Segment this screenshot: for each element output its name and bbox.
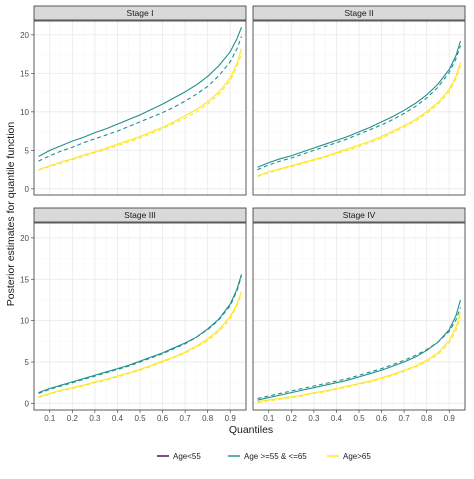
x-tick-label: 0.8 bbox=[202, 414, 214, 423]
y-tick-label: 0 bbox=[25, 185, 30, 194]
x-tick-label: 0.7 bbox=[180, 414, 192, 423]
y-tick-label: 20 bbox=[20, 31, 29, 40]
panel-strip bbox=[252, 5, 466, 21]
series-line-solid-1 bbox=[257, 299, 462, 401]
x-tick-label: 0.1 bbox=[263, 414, 275, 423]
series-line-solid-1 bbox=[38, 274, 243, 394]
panel-2: Stage II bbox=[252, 5, 466, 196]
series-line-solid-3 bbox=[257, 62, 462, 177]
x-axis-title: Quantiles bbox=[229, 424, 273, 436]
series-line-dashed-2 bbox=[38, 275, 243, 394]
legend-label: Age>65 bbox=[343, 452, 371, 461]
x-tick-label: 0.6 bbox=[376, 414, 388, 423]
x-tick-label: 0.4 bbox=[112, 414, 124, 423]
legend-item: Age>65 bbox=[327, 452, 371, 461]
series-line-dashed-2 bbox=[257, 307, 462, 399]
x-tick-label: 0.3 bbox=[89, 414, 101, 423]
x-tick-label: 0.2 bbox=[286, 414, 298, 423]
panel-3: Stage III 0 5 10 15 20 0.1 0.2 0.3 0.4 0.5 0.6 0.7 0.… bbox=[20, 207, 247, 423]
x-tick-label: 0.3 bbox=[308, 414, 320, 423]
y-tick-label: 10 bbox=[20, 317, 29, 326]
series-line-dashed-2 bbox=[257, 45, 462, 171]
legend-item: Age<55 bbox=[157, 452, 201, 461]
y-tick-label: 10 bbox=[20, 108, 29, 117]
panel-border bbox=[252, 20, 466, 196]
y-axis-title: Posterior estimates for quantile functio… bbox=[5, 122, 17, 307]
y-tick-label: 15 bbox=[20, 275, 29, 284]
series-line-solid-1 bbox=[38, 26, 243, 157]
series-line-solid-3 bbox=[257, 312, 462, 403]
y-tick-label: 15 bbox=[20, 69, 29, 78]
series-line-dashed-2 bbox=[38, 36, 243, 162]
x-tick-label: 0.2 bbox=[67, 414, 79, 423]
x-tick-label: 0.5 bbox=[353, 414, 365, 423]
series-line-dashed-4 bbox=[257, 65, 462, 178]
x-tick-label: 0.5 bbox=[134, 414, 146, 423]
legend: Age<55 Age >=55 & <=65 Age>65 bbox=[157, 452, 371, 461]
legend-label: Age<55 bbox=[173, 452, 201, 461]
panels: Stage I 0 5 10 15 20 Stage II Stage III 0 5 10 15 20… bbox=[20, 5, 466, 423]
x-tick-label: 0.9 bbox=[225, 414, 237, 423]
legend-label: Age >=55 & <=65 bbox=[244, 452, 307, 461]
x-tick-label: 0.1 bbox=[44, 414, 56, 423]
panel-title: Stage IV bbox=[343, 210, 376, 220]
panel-strip bbox=[33, 5, 247, 21]
x-tick-label: 0.4 bbox=[331, 414, 343, 423]
panel-title: Stage I bbox=[127, 8, 154, 18]
panel-title: Stage II bbox=[344, 8, 373, 18]
panel-strip bbox=[252, 207, 466, 223]
x-tick-label: 0.7 bbox=[399, 414, 411, 423]
y-tick-label: 5 bbox=[25, 358, 30, 367]
y-tick-label: 5 bbox=[25, 146, 30, 155]
series-line-dashed-4 bbox=[38, 53, 243, 171]
series-line-dashed-4 bbox=[38, 293, 243, 399]
series-line-solid-3 bbox=[38, 291, 243, 398]
legend-item: Age >=55 & <=65 bbox=[228, 452, 307, 461]
x-tick-label: 0.8 bbox=[421, 414, 433, 423]
series-line-solid-1 bbox=[257, 40, 462, 168]
panel-title: Stage III bbox=[124, 210, 156, 220]
panel-4: Stage IV 0.1 0.2 0.3 0.4 0.5 0.6 0.7 0.8 0.9 bbox=[252, 207, 466, 423]
x-tick-label: 0.9 bbox=[444, 414, 456, 423]
y-tick-label: 20 bbox=[20, 234, 29, 243]
series-line-solid-3 bbox=[38, 48, 243, 171]
series-line-dashed-4 bbox=[257, 316, 462, 404]
panel-border bbox=[33, 20, 247, 196]
y-tick-label: 0 bbox=[25, 399, 30, 408]
panel-1: Stage I 0 5 10 15 20 bbox=[20, 5, 247, 196]
panel-strip bbox=[33, 207, 247, 223]
x-tick-label: 0.6 bbox=[157, 414, 169, 423]
